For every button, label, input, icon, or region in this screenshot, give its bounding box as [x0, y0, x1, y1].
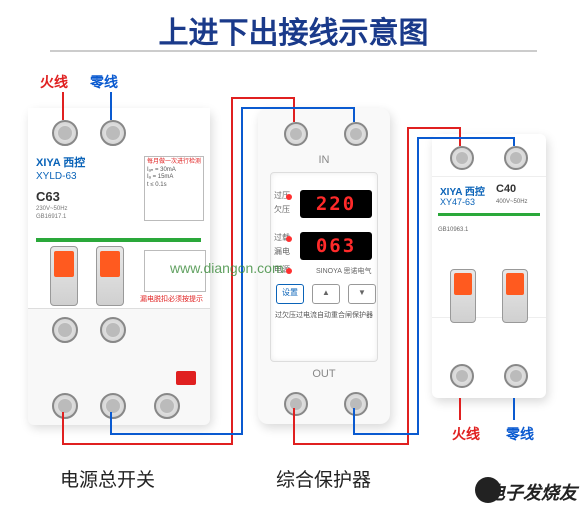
terminal — [284, 392, 308, 416]
breaker-toggle[interactable] — [502, 269, 528, 323]
brand-text: XIYA 西控 — [36, 156, 136, 170]
label-neutral-top: 零线 — [90, 72, 118, 92]
status-led-icon — [286, 194, 292, 200]
watermark-url: www.diangon.com — [170, 260, 284, 276]
terminal — [450, 146, 474, 170]
status-led-icon — [286, 268, 292, 274]
current-display: 063 — [300, 232, 372, 260]
terminal — [52, 120, 78, 146]
warning-text: 漏电脱扣必须按提示 — [140, 294, 203, 304]
status-led-icon — [286, 236, 292, 242]
title-underline — [50, 50, 537, 52]
model-text: XYLD-63 — [36, 170, 136, 183]
green-strip — [36, 238, 201, 242]
terminal — [450, 364, 474, 388]
terminal — [504, 146, 528, 170]
terminal — [344, 392, 368, 416]
test-button[interactable] — [176, 371, 196, 385]
description-text: 过欠压过电流自动重合闸保护器 — [272, 310, 376, 320]
in-label: IN — [258, 154, 390, 166]
settings-button[interactable]: 设置 — [276, 284, 304, 304]
terminal — [154, 393, 180, 419]
breaker-toggle[interactable] — [450, 269, 476, 323]
green-strip — [438, 213, 540, 216]
breaker-toggle[interactable] — [50, 246, 78, 306]
rating-text: C40 — [496, 183, 516, 195]
up-button[interactable]: ▲ — [312, 284, 340, 304]
page-title: 上进下出接线示意图 — [0, 8, 587, 52]
std-text: GB10963.1 — [438, 227, 468, 233]
brand-text: SINOYA 思诺电气 — [316, 266, 372, 276]
caption-main-switch: 电源总开关 — [60, 465, 155, 492]
rating-text: C63 — [36, 189, 136, 206]
label-neutral-bottom: 零线 — [506, 424, 534, 444]
out-label: OUT — [258, 368, 390, 380]
brand-text: XIYA 西控 — [440, 183, 485, 198]
terminal — [100, 317, 126, 343]
mini-breaker-device: XIYA 西控 XY47-63 C40 400V~50Hz GB10963.1 — [432, 134, 546, 398]
side-label: 漏电 — [274, 246, 290, 257]
spec-box: 每月做一次进行检测 Iₐₙ = 30mA Iₐ = 15mA t ≤ 0.1s — [144, 156, 204, 221]
side-label: 欠压 — [274, 204, 290, 215]
spec-text: 400V~50Hz — [496, 199, 528, 205]
terminal — [52, 317, 78, 343]
terminal — [344, 122, 368, 146]
breaker-toggle[interactable] — [96, 246, 124, 306]
terminal — [100, 120, 126, 146]
terminal — [284, 122, 308, 146]
down-button[interactable]: ▼ — [348, 284, 376, 304]
terminal — [100, 393, 126, 419]
terminal — [52, 393, 78, 419]
voltage-display: 220 — [300, 190, 372, 218]
terminal — [504, 364, 528, 388]
model-text: XY47-63 — [440, 197, 475, 207]
watermark-corner: 电子发烧友 — [487, 479, 577, 505]
caption-protector: 综合保护器 — [276, 465, 371, 492]
label-live-bottom: 火线 — [452, 424, 480, 444]
label-live-top: 火线 — [40, 72, 68, 92]
